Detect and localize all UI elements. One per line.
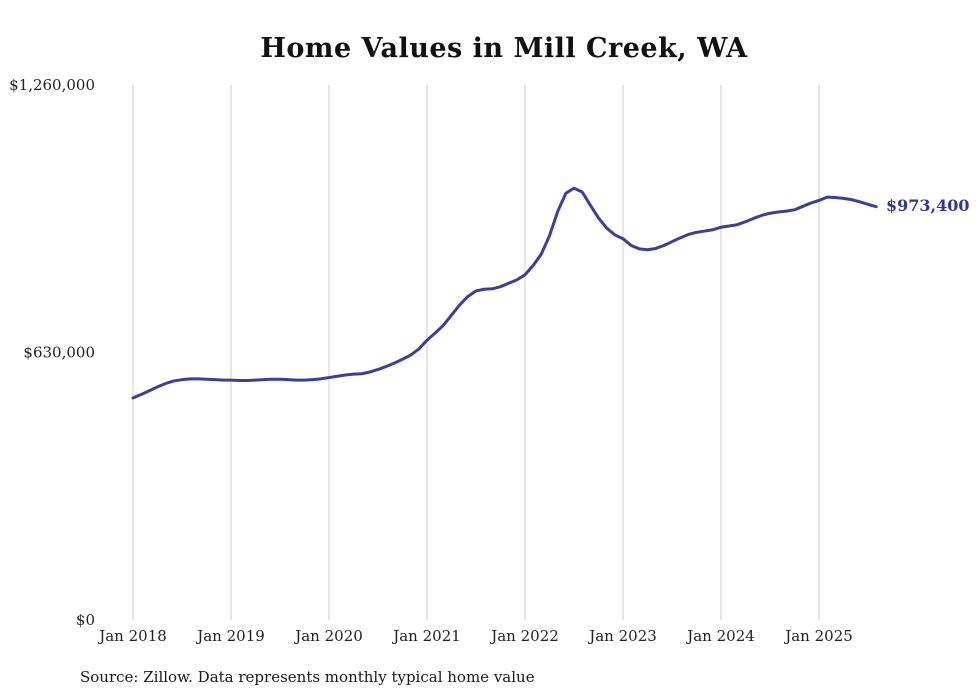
source-note: Source: Zillow. Data represents monthly … — [80, 668, 535, 686]
x-axis-tick-label: Jan 2022 — [489, 627, 559, 645]
y-axis-tick-label: $0 — [76, 611, 95, 629]
y-axis-tick-label: $1,260,000 — [9, 76, 95, 94]
x-axis-tick-label: Jan 2018 — [97, 627, 167, 645]
x-axis-tick-label: Jan 2023 — [587, 627, 657, 645]
x-axis-tick-label: Jan 2020 — [293, 627, 363, 645]
y-axis-tick-label: $630,000 — [23, 344, 95, 362]
chart-title: Home Values in Mill Creek, WA — [260, 33, 748, 64]
x-axis-tick-label: Jan 2019 — [195, 627, 265, 645]
x-axis-tick-label: Jan 2021 — [391, 627, 461, 645]
x-axis-tick-label: Jan 2024 — [685, 627, 755, 645]
latest-value-label: $973,400 — [886, 196, 970, 215]
home-value-line — [131, 186, 878, 400]
x-axis-tick-label: Jan 2025 — [783, 627, 853, 645]
